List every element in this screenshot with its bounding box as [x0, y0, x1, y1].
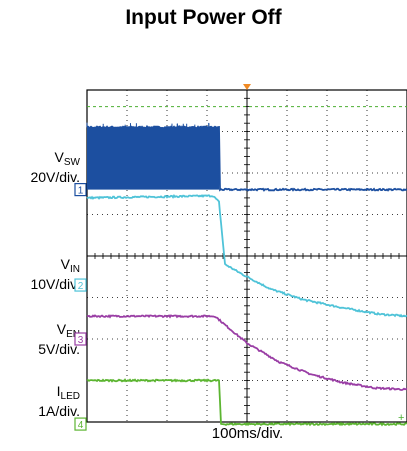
iled-label-main: I [56, 383, 61, 399]
trace-ch2 [86, 193, 407, 318]
channel-marker-1 [74, 183, 87, 197]
iled-label: ILED 1A/div. [38, 384, 80, 419]
chart-title: Input Power Off [125, 6, 282, 29]
vsw-switching-burst [87, 127, 219, 190]
channel-marker-number: 3 [78, 335, 84, 346]
ven-scale: 5V/div. [38, 341, 80, 357]
trace-ch3 [86, 314, 407, 391]
ven-label-sub: EN [66, 329, 80, 340]
channel-marker-number: 4 [78, 420, 84, 431]
iled-scale: 1A/div. [38, 403, 80, 419]
channel-marker-4 [74, 417, 87, 431]
vin-label-main: V [60, 256, 70, 272]
ven-label: VEN 5V/div. [38, 322, 80, 357]
vin-scale: 10V/div. [30, 276, 80, 292]
channel-marker-number: 1 [78, 186, 84, 197]
channel-marker-3 [74, 332, 87, 346]
vin-label: VIN 10V/div. [30, 257, 80, 292]
cursor-marker: + [398, 412, 404, 424]
vsw-label-main: V [54, 149, 64, 165]
trigger-marker [243, 84, 251, 90]
trace-ch1 [87, 124, 407, 192]
ven-label-main: V [56, 321, 67, 337]
channel-marker-2 [74, 278, 87, 292]
vsw-scale: 20V/div. [30, 169, 80, 185]
trace-ch4 [86, 378, 407, 427]
vsw-label-sub: SW [63, 157, 80, 168]
vsw-label: VSW 20V/div. [30, 150, 80, 185]
channel-marker-number: 2 [78, 281, 84, 292]
iled-label-sub: LED [60, 391, 80, 402]
x-scale-label: 100ms/div. [211, 425, 284, 442]
vin-label-sub: IN [70, 264, 80, 275]
